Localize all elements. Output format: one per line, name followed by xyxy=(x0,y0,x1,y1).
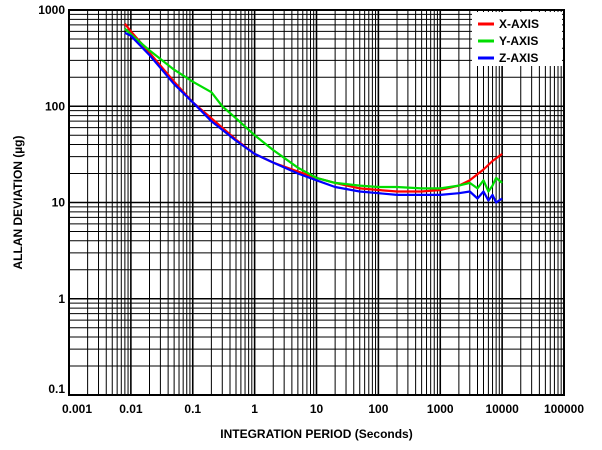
x-axis-title: INTEGRATION PERIOD (Seconds) xyxy=(220,427,412,441)
plot-frame xyxy=(68,9,565,396)
legend-label: X-AXIS xyxy=(499,17,539,31)
x-tick-label: 0.001 xyxy=(62,402,92,416)
x-tick-label: 10 xyxy=(310,402,324,416)
x-tick-label: 0.01 xyxy=(119,402,143,416)
legend-label: Y-AXIS xyxy=(499,34,538,48)
x-tick-label: 100 xyxy=(368,402,388,416)
y-tick-label: 0.1 xyxy=(48,382,65,396)
series-line-y-axis xyxy=(124,27,503,193)
y-tick-label: 10 xyxy=(52,196,66,210)
y-tick-label: 1000 xyxy=(38,3,65,17)
grid-lines xyxy=(68,10,564,396)
series-lines xyxy=(124,23,503,204)
x-tick-label: 10000 xyxy=(485,402,519,416)
tick-labels: 0.001 0.01 0.1 1 10 100 1000 10000 100000 0.1 1 10 1… xyxy=(38,3,584,416)
y-tick-label: 100 xyxy=(45,99,65,113)
y-axis-title: ALLAN DEVIATION (µg) xyxy=(11,135,25,269)
legend-label: Z-AXIS xyxy=(499,51,538,65)
x-tick-label: 100000 xyxy=(544,402,584,416)
series-line-z-axis xyxy=(124,31,503,204)
x-tick-label: 1000 xyxy=(427,402,454,416)
x-tick-label: 1 xyxy=(251,402,258,416)
x-tick-label: 0.1 xyxy=(184,402,201,416)
y-tick-label: 1 xyxy=(58,292,65,306)
legend: X-AXIS Y-AXIS Z-AXIS xyxy=(472,12,562,66)
